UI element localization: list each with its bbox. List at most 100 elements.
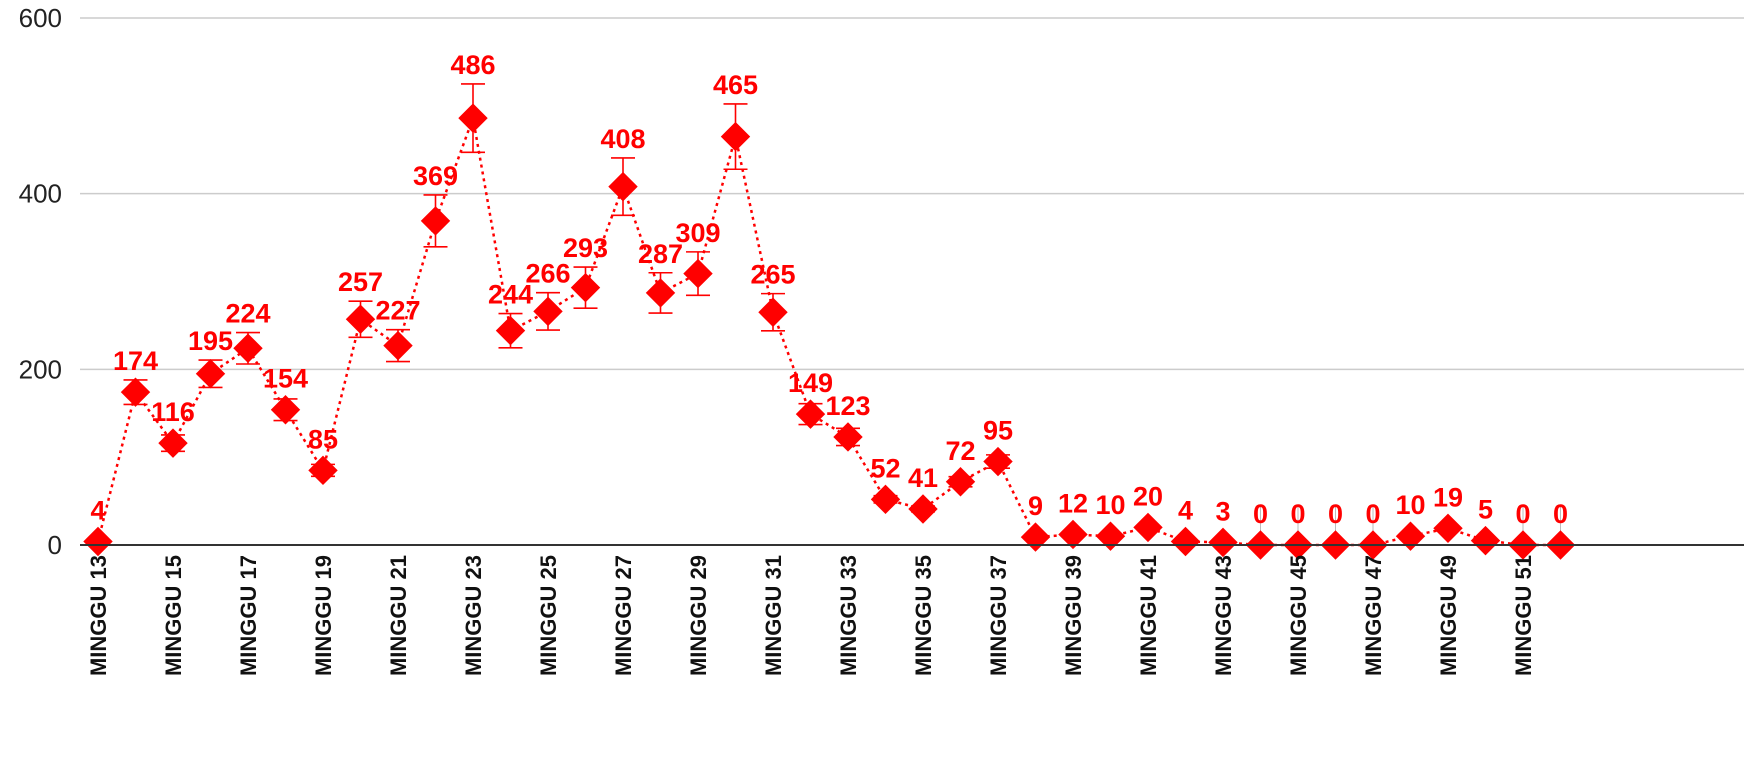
data-point xyxy=(1208,527,1238,558)
data-labels: 4174116195224154852572273694862442662934… xyxy=(90,50,1568,529)
data-label: 224 xyxy=(225,299,270,329)
data-point xyxy=(945,467,976,497)
data-point xyxy=(1470,525,1501,556)
data-label: 10 xyxy=(1095,490,1125,520)
x-tick-label: MINGGU 41 xyxy=(1136,555,1161,676)
x-tick-label: MINGGU 49 xyxy=(1436,555,1461,676)
x-tick-label: MINGGU 33 xyxy=(836,555,861,676)
data-point xyxy=(1133,512,1163,543)
data-point xyxy=(1095,521,1126,551)
data-label: 3 xyxy=(1215,496,1230,526)
data-label: 465 xyxy=(713,70,758,100)
x-tick-label: MINGGU 15 xyxy=(161,555,186,676)
data-label: 20 xyxy=(1133,481,1163,511)
data-point xyxy=(83,526,113,557)
data-label: 0 xyxy=(1553,499,1568,529)
data-label: 266 xyxy=(525,259,570,289)
data-point xyxy=(345,304,376,334)
x-tick-label: MINGGU 45 xyxy=(1286,555,1311,676)
y-axis: 0 200 400 600 xyxy=(19,3,62,560)
data-label: 4 xyxy=(90,495,105,525)
x-tick-label: MINGGU 51 xyxy=(1511,555,1536,676)
data-label: 265 xyxy=(750,260,795,290)
x-tick-label: MINGGU 25 xyxy=(536,555,561,676)
data-label: 0 xyxy=(1365,499,1380,529)
data-label: 0 xyxy=(1290,499,1305,529)
data-point xyxy=(533,296,563,327)
data-label: 149 xyxy=(788,368,833,398)
data-label: 0 xyxy=(1328,499,1343,529)
data-point xyxy=(420,206,451,236)
data-point xyxy=(1395,521,1426,551)
data-label: 195 xyxy=(188,326,233,356)
data-point xyxy=(908,494,938,524)
data-label: 123 xyxy=(825,391,870,421)
data-point xyxy=(195,359,226,389)
data-label: 244 xyxy=(488,280,533,310)
data-point xyxy=(608,171,638,202)
data-label: 72 xyxy=(945,436,975,466)
data-markers xyxy=(83,103,1576,560)
data-point xyxy=(1058,519,1088,550)
data-label: 369 xyxy=(413,161,458,191)
data-label: 257 xyxy=(338,267,383,297)
x-tick-label: MINGGU 21 xyxy=(386,555,411,676)
x-tick-label: MINGGU 19 xyxy=(311,555,336,676)
data-label: 95 xyxy=(983,416,1013,446)
data-label: 0 xyxy=(1515,499,1530,529)
data-point xyxy=(458,103,488,133)
x-tick-label: MINGGU 23 xyxy=(461,555,486,676)
data-label: 5 xyxy=(1478,495,1493,525)
series-line xyxy=(96,113,1561,547)
data-point xyxy=(233,333,263,363)
data-label: 287 xyxy=(638,239,683,269)
data-label: 486 xyxy=(450,50,495,80)
data-label: 41 xyxy=(908,463,938,493)
data-point xyxy=(158,428,188,458)
data-label: 309 xyxy=(675,218,720,248)
x-tick-label: MINGGU 29 xyxy=(686,555,711,676)
data-point xyxy=(870,484,901,515)
x-axis: MINGGU 13 MINGGU 15 MINGGU 17 MINGGU 19 MING… xyxy=(80,544,1744,676)
data-point xyxy=(270,395,301,425)
data-point xyxy=(645,278,676,308)
y-tick-label: 0 xyxy=(48,530,62,560)
data-point xyxy=(570,272,601,303)
x-tick-label: MINGGU 37 xyxy=(986,555,1011,676)
data-point xyxy=(120,377,151,407)
data-point xyxy=(1433,513,1463,544)
data-label: 227 xyxy=(375,296,420,326)
data-label: 85 xyxy=(308,424,338,454)
x-tick-label: MINGGU 47 xyxy=(1361,555,1386,676)
data-label: 408 xyxy=(600,124,645,154)
data-point xyxy=(1020,522,1051,552)
x-tick-label: MINGGU 27 xyxy=(611,555,636,676)
data-point xyxy=(1170,526,1201,557)
data-label: 52 xyxy=(870,453,900,483)
gridlines xyxy=(80,17,1744,371)
data-label: 9 xyxy=(1028,491,1043,521)
x-tick-label: MINGGU 17 xyxy=(236,555,261,676)
data-point xyxy=(983,446,1013,477)
data-label: 154 xyxy=(263,364,308,394)
data-label: 4 xyxy=(1178,495,1193,525)
data-point xyxy=(720,121,751,152)
x-tick-label: MINGGU 13 xyxy=(86,555,111,676)
data-point xyxy=(308,455,338,486)
data-point xyxy=(795,399,826,429)
data-point xyxy=(495,315,526,346)
x-tick-label: MINGGU 35 xyxy=(911,555,936,676)
y-tick-label: 600 xyxy=(19,3,62,33)
data-label: 116 xyxy=(151,397,195,427)
data-point xyxy=(758,297,788,327)
data-label: 12 xyxy=(1058,488,1088,518)
data-label: 174 xyxy=(113,346,158,376)
x-tick-label: MINGGU 39 xyxy=(1061,555,1086,676)
data-label: 19 xyxy=(1433,482,1463,512)
x-tick-label: MINGGU 43 xyxy=(1211,555,1236,676)
data-point xyxy=(683,258,713,289)
x-tick-label: MINGGU 31 xyxy=(761,555,786,676)
data-point xyxy=(383,330,413,361)
data-label: 0 xyxy=(1253,499,1268,529)
